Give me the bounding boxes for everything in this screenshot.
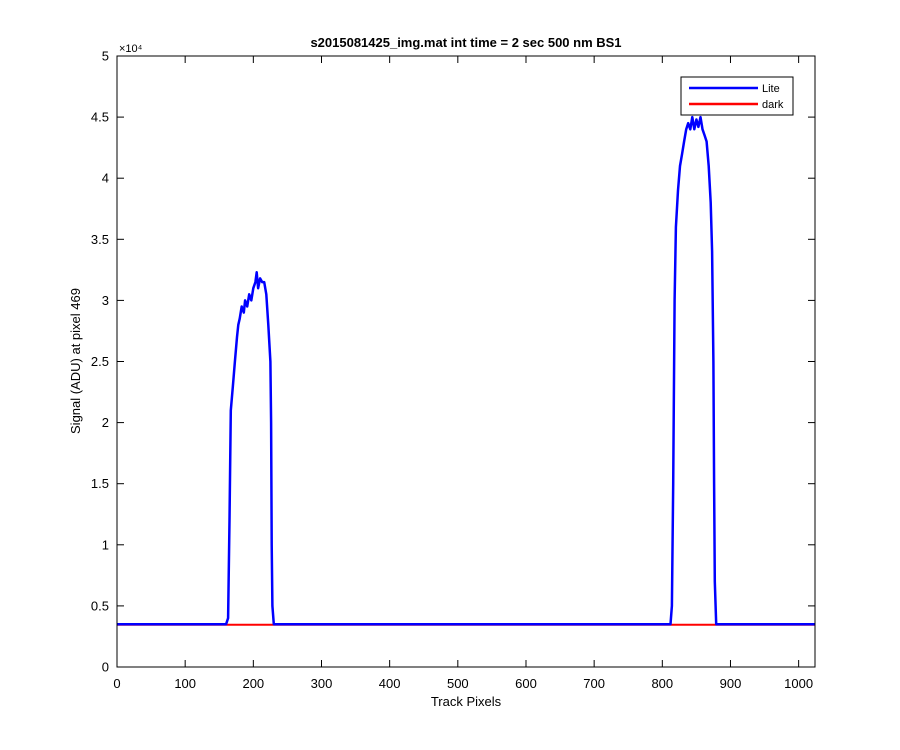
y-tick-label: 5 [102, 49, 109, 64]
y-tick-label: 1.5 [91, 476, 109, 491]
y-tick-label: 4.5 [91, 110, 109, 125]
y-tick-label: 2 [102, 415, 109, 430]
ticks-layer: 0 100 200 300 400 500 600 700 800 900 1000 0 0.5 1 1.5… [91, 49, 815, 691]
y-axis-label: Signal (ADU) at pixel 469 [68, 288, 83, 434]
legend: Lite dark [680, 76, 794, 116]
x-tick-label: 1000 [784, 676, 813, 691]
y-exponent-label: ×10⁴ [119, 43, 143, 55]
y-tick-label: 3.5 [91, 232, 109, 247]
legend-box [680, 76, 794, 116]
x-tick-label: 200 [242, 676, 264, 691]
legend-label-dark: dark [762, 99, 784, 111]
legend-label-lite: Lite [762, 83, 780, 95]
x-tick-label: 400 [379, 676, 401, 691]
x-tick-label: 800 [651, 676, 673, 691]
series-line-lite [117, 115, 815, 626]
x-tick-label: 100 [174, 676, 196, 691]
x-tick-label: 900 [720, 676, 742, 691]
x-tick-label: 600 [515, 676, 537, 691]
x-tick-label: 0 [113, 676, 120, 691]
plot-background [117, 56, 815, 667]
y-tick-label: 3 [102, 293, 109, 308]
y-tick-label: 0.5 [91, 598, 109, 613]
x-tick-label: 700 [583, 676, 605, 691]
y-tick-label: 4 [102, 171, 109, 186]
x-tick-label: 300 [311, 676, 333, 691]
y-tick-label: 1 [102, 537, 109, 552]
x-tick-label: 500 [447, 676, 469, 691]
x-axis-label: Track Pixels [431, 694, 502, 709]
y-tick-label: 0 [102, 660, 109, 675]
chart-title: s2015081425_img.mat int time = 2 sec 500… [310, 35, 621, 50]
y-tick-label: 2.5 [91, 354, 109, 369]
series-layer [117, 115, 815, 626]
